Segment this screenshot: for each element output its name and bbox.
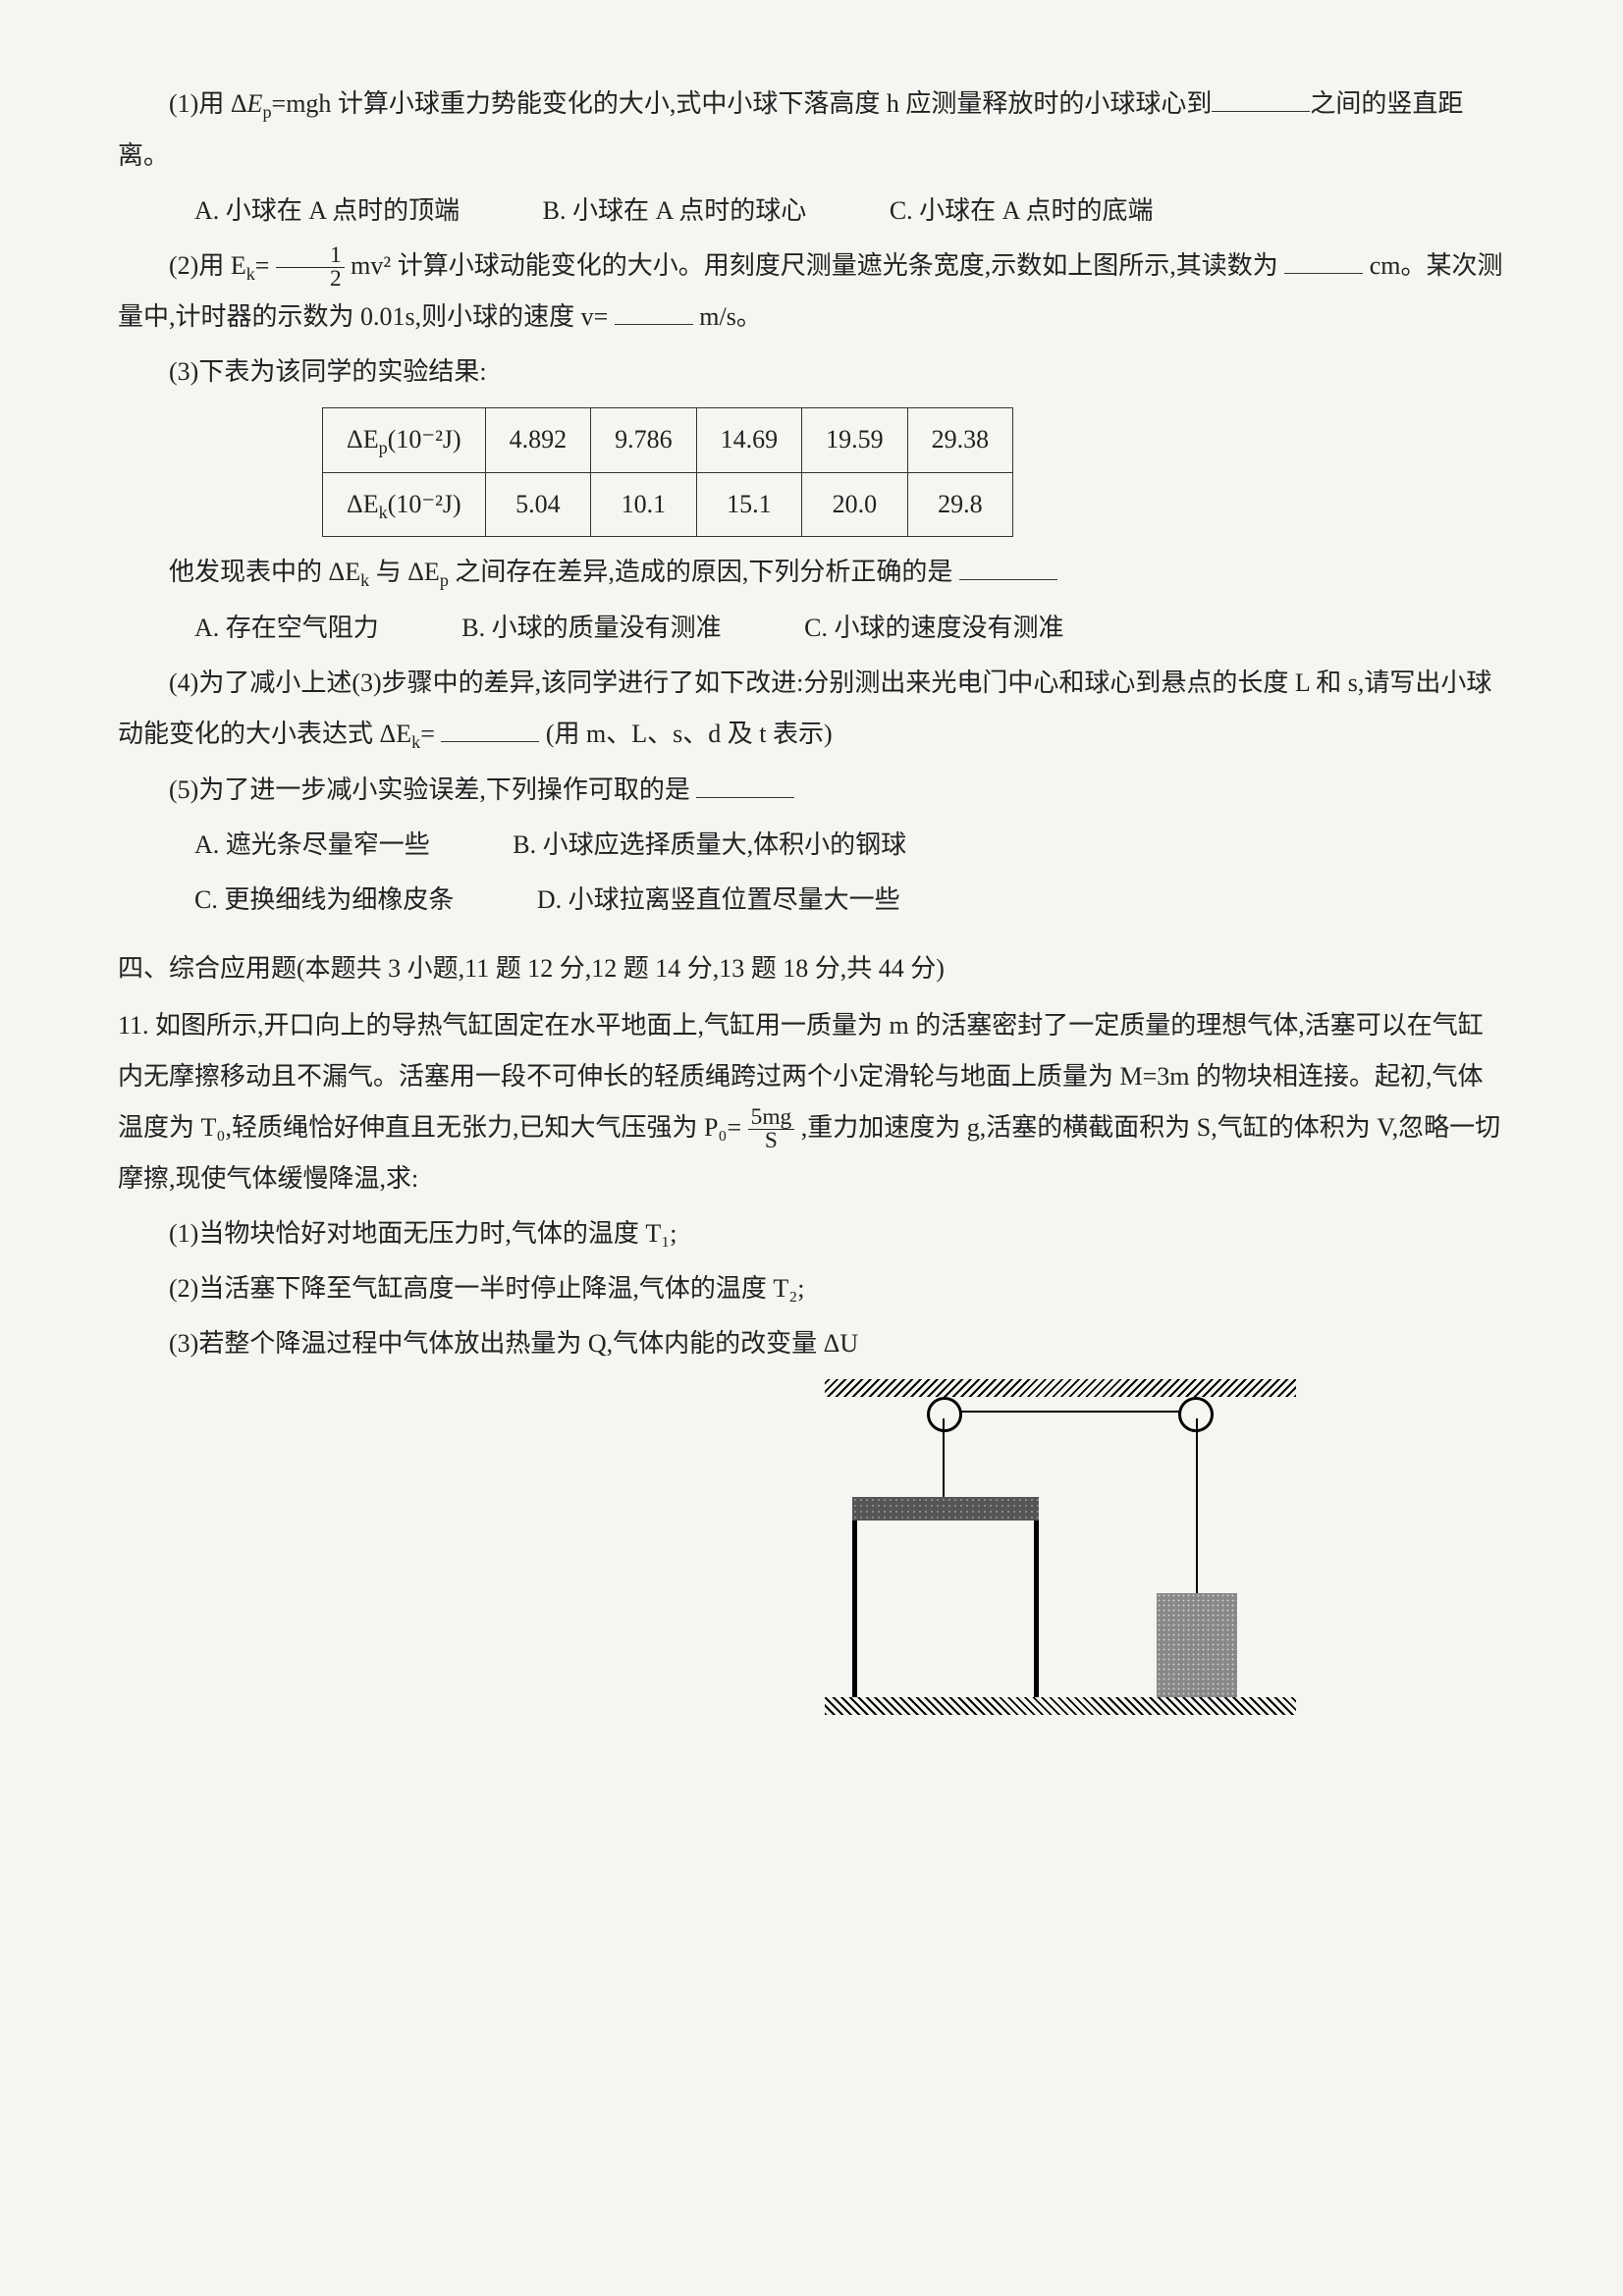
option-D[interactable]: D. 小球拉离竖直位置尽量大一些 xyxy=(537,885,900,914)
option-B[interactable]: B. 小球的质量没有测准 xyxy=(461,614,721,642)
option-C[interactable]: C. 更换细线为细橡皮条 xyxy=(194,885,454,914)
option-A[interactable]: A. 遮光条尽量窄一些 xyxy=(194,830,430,859)
table-row: ΔEk(10⁻²J) 5.04 10.1 15.1 20.0 29.8 xyxy=(323,472,1013,537)
mass-block xyxy=(1157,1593,1237,1697)
q1-part1: (1)用 ΔEp=mgh 计算小球重力势能变化的大小,式中小球下落高度 h 应测… xyxy=(118,79,1505,182)
q1-part3-followup: 他发现表中的 ΔEk 与 ΔEp 之间存在差异,造成的原因,下列分析正确的是 xyxy=(118,547,1505,599)
data-table: ΔEp(10⁻²J) 4.892 9.786 14.69 19.59 29.38… xyxy=(322,407,1013,537)
blank-field[interactable] xyxy=(1284,242,1363,273)
text: (5)为了进一步减小实验误差,下列操作可取的是 xyxy=(169,775,690,804)
q1-part1-options: A. 小球在 A 点时的顶端 B. 小球在 A 点时的球心 C. 小球在 A 点… xyxy=(118,186,1505,237)
q1-part5: (5)为了进一步减小实验误差,下列操作可取的是 xyxy=(118,765,1505,816)
cell: 29.38 xyxy=(907,408,1013,473)
cell: 14.69 xyxy=(696,408,802,473)
text: mv² 计算小球动能变化的大小。用刻度尺测量遮光条宽度,示数如上图所示,其读数为 xyxy=(351,251,1278,280)
q1-part3-options: A. 存在空气阻力 B. 小球的质量没有测准 C. 小球的速度没有测准 xyxy=(118,603,1505,654)
q1-part3: (3)下表为该同学的实验结果: xyxy=(118,347,1505,398)
blank-field[interactable] xyxy=(959,550,1057,580)
cell: 5.04 xyxy=(485,472,591,537)
rope xyxy=(943,1418,945,1499)
option-B[interactable]: B. 小球应选择质量大,体积小的钢球 xyxy=(513,830,906,859)
option-C[interactable]: C. 小球在 A 点时的底端 xyxy=(890,196,1154,225)
row-header: ΔEp(10⁻²J) xyxy=(323,408,486,473)
cell: 15.1 xyxy=(696,472,802,537)
text: (1)用 ΔEp=mgh 计算小球重力势能变化的大小,式中小球下落高度 h 应测… xyxy=(169,89,1212,118)
q11-sub1: (1)当物块恰好对地面无压力时,气体的温度 T₁; xyxy=(118,1208,1505,1259)
q1-part4: (4)为了减小上述(3)步骤中的差异,该同学进行了如下改进:分别测出来光电门中心… xyxy=(118,658,1505,761)
text: 他发现表中的 ΔEk 与 ΔEp 之间存在差异,造成的原因,下列分析正确的是 xyxy=(169,558,952,586)
option-A[interactable]: A. 小球在 A 点时的顶端 xyxy=(194,196,460,225)
cell: 4.892 xyxy=(485,408,591,473)
cell: 10.1 xyxy=(591,472,697,537)
ground-hatching xyxy=(825,1697,1296,1715)
q11-sub2: (2)当活塞下降至气缸高度一半时停止降温,气体的温度 T₂; xyxy=(118,1263,1505,1314)
blank-field[interactable] xyxy=(696,767,794,797)
cell: 19.59 xyxy=(802,408,908,473)
fraction-half: 12 xyxy=(276,244,345,292)
q1-part5-options-row2: C. 更换细线为细橡皮条 D. 小球拉离竖直位置尽量大一些 xyxy=(118,875,1505,926)
ceiling-hatching xyxy=(825,1379,1296,1397)
option-A[interactable]: A. 存在空气阻力 xyxy=(194,614,379,642)
rope xyxy=(1196,1418,1198,1595)
text: (2)用 Ek= xyxy=(169,251,269,280)
fraction-P0: 5mgS xyxy=(748,1106,795,1153)
section-4-heading: 四、综合应用题(本题共 3 小题,11 题 12 分,12 题 14 分,13 … xyxy=(118,943,1505,994)
q1-part5-options-row1: A. 遮光条尽量窄一些 B. 小球应选择质量大,体积小的钢球 xyxy=(118,820,1505,871)
text: (用 m、L、s、d 及 t 表示) xyxy=(546,720,833,748)
pulley-icon xyxy=(927,1397,962,1432)
q1-part2: (2)用 Ek= 12 mv² 计算小球动能变化的大小。用刻度尺测量遮光条宽度,… xyxy=(118,240,1505,344)
rope xyxy=(960,1411,1181,1413)
cell: 29.8 xyxy=(907,472,1013,537)
gas-cylinder xyxy=(852,1497,1039,1697)
piston xyxy=(852,1497,1039,1521)
cell: 20.0 xyxy=(802,472,908,537)
blank-field[interactable] xyxy=(615,294,693,325)
cell: 9.786 xyxy=(591,408,697,473)
row-header: ΔEk(10⁻²J) xyxy=(323,472,486,537)
table-row: ΔEp(10⁻²J) 4.892 9.786 14.69 19.59 29.38 xyxy=(323,408,1013,473)
q11-sub3: (3)若整个降温过程中气体放出热量为 Q,气体内能的改变量 ΔU xyxy=(118,1318,1505,1369)
option-C[interactable]: C. 小球的速度没有测准 xyxy=(804,614,1063,642)
q11-figure xyxy=(805,1379,1316,1733)
option-B[interactable]: B. 小球在 A 点时的球心 xyxy=(543,196,807,225)
q11-text: 11. 如图所示,开口向上的导热气缸固定在水平地面上,气缸用一质量为 m 的活塞… xyxy=(118,1000,1505,1204)
blank-field[interactable] xyxy=(1212,81,1310,112)
blank-field[interactable] xyxy=(441,712,539,742)
text: m/s。 xyxy=(699,302,762,331)
